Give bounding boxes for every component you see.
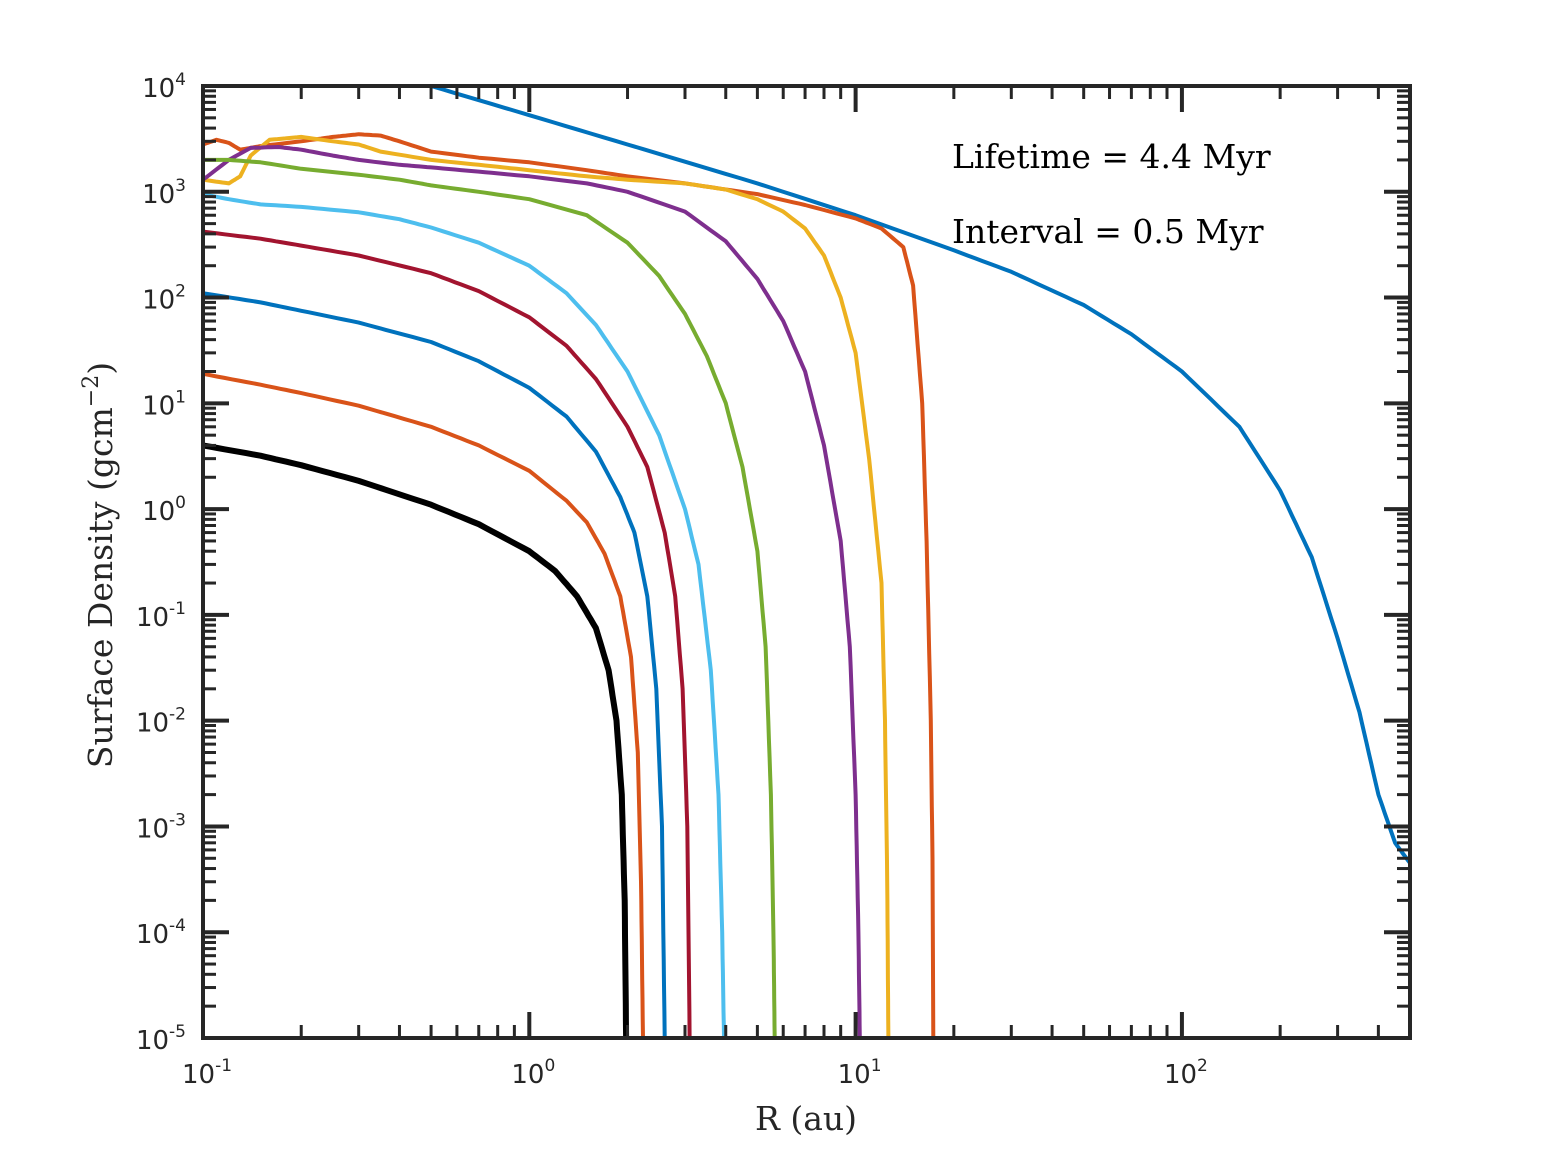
x-tick-label: 100 [511, 1056, 555, 1090]
y-tick-label-exponent: -4 [169, 916, 186, 936]
y-tick-label: 100 [142, 493, 186, 527]
y-axis-label-text: Surface Density (gcm [81, 407, 120, 768]
y-tick-label-exponent: 4 [175, 70, 186, 90]
annotation-interval: Interval = 0.5 Myr [952, 212, 1264, 251]
y-tick-label-exponent: -2 [169, 705, 186, 725]
y-tick-label-base: 10 [136, 603, 169, 633]
series-line-6 [202, 192, 726, 1039]
y-tick-label-exponent: -5 [169, 1022, 186, 1042]
y-axis-label-close: ) [81, 362, 120, 375]
y-tick-label-base: 10 [136, 920, 169, 950]
x-tick-label: 10-1 [182, 1056, 232, 1090]
y-tick-label-base: 10 [136, 709, 169, 739]
x-tick-label-base: 10 [838, 1060, 871, 1090]
y-axis-label: Surface Density (gcm−2) [79, 362, 120, 768]
x-tick-label-base: 10 [182, 1060, 215, 1090]
y-tick-label: 10-4 [136, 916, 186, 950]
plot-frame [201, 84, 1412, 1040]
series-line-10 [202, 442, 630, 1039]
y-tick-label: 103 [142, 176, 186, 210]
y-tick-label-exponent: -3 [169, 810, 186, 830]
x-tick-label: 102 [1164, 1056, 1208, 1090]
y-tick-label: 10-1 [136, 599, 186, 633]
annotation-lifetime: Lifetime = 4.4 Myr [952, 137, 1271, 176]
series-line-4 [201, 145, 862, 1039]
y-tick-label-exponent: 1 [175, 387, 186, 407]
y-tick-label-exponent: 3 [175, 176, 186, 196]
minor-tick-layer [203, 86, 1410, 1038]
x-tick-label: 101 [838, 1056, 882, 1090]
x-tick-label-exponent: -1 [215, 1056, 232, 1076]
x-tick-label-exponent: 1 [871, 1056, 882, 1076]
series-line-8 [202, 291, 667, 1039]
series-line-5 [203, 157, 777, 1039]
y-tick-label: 101 [142, 387, 186, 421]
y-tick-label-base: 10 [136, 814, 169, 844]
y-axis-label-exponent: −2 [79, 375, 104, 407]
x-axis-label: R (au) [755, 1099, 857, 1138]
y-tick-label-base: 10 [142, 497, 175, 527]
y-tick-label-base: 10 [136, 1026, 169, 1056]
x-tick-label-exponent: 0 [544, 1056, 555, 1076]
series-layer [201, 84, 1412, 1039]
series-line-3 [202, 134, 891, 1039]
y-tick-label: 10-5 [136, 1022, 186, 1056]
x-tick-label-exponent: 2 [1197, 1056, 1208, 1076]
series-line-1 [430, 84, 1412, 865]
y-tick-label: 10-2 [136, 705, 186, 739]
series-line-9 [202, 371, 645, 1039]
y-tick-label-exponent: 0 [175, 493, 186, 513]
y-tick-label-exponent: -1 [169, 599, 186, 619]
y-tick-label-exponent: 2 [175, 282, 186, 302]
y-tick-label-base: 10 [142, 74, 175, 104]
x-tick-label-base: 10 [1164, 1060, 1197, 1090]
y-tick-label: 102 [142, 282, 186, 316]
series-line-2 [202, 132, 936, 1039]
y-tick-label-base: 10 [142, 180, 175, 210]
y-tick-label-base: 10 [142, 286, 175, 316]
y-tick-label-base: 10 [142, 391, 175, 421]
plot-background [203, 86, 1410, 1038]
y-tick-label: 104 [142, 70, 186, 104]
series-line-7 [202, 229, 692, 1039]
y-tick-label: 10-3 [136, 810, 186, 844]
x-tick-label-base: 10 [511, 1060, 544, 1090]
x-tick-labels: 10-1 100 101 102 [182, 1056, 1208, 1090]
